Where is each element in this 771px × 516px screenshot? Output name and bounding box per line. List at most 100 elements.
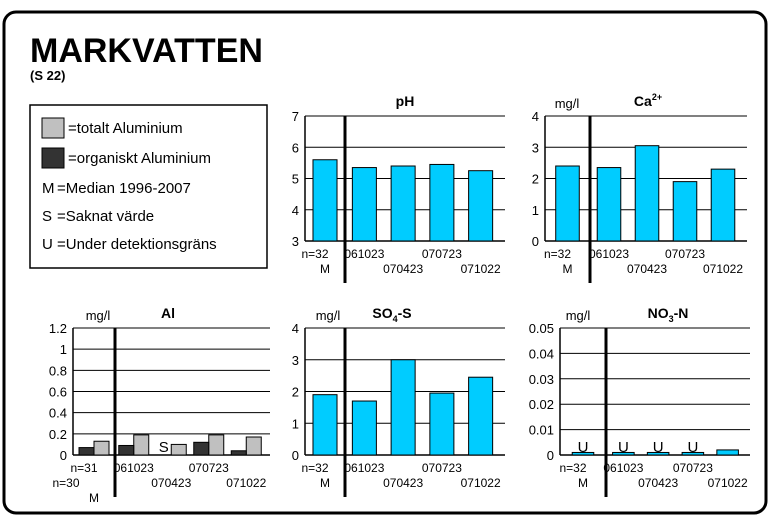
n-label: n=30 xyxy=(52,476,79,490)
y-tick-label: 0.6 xyxy=(49,385,67,400)
legend-key: S xyxy=(42,208,52,225)
title-text: NO xyxy=(648,305,669,321)
title-text: SO xyxy=(372,305,392,321)
x-tick-label: 070423 xyxy=(627,262,667,276)
y-tick-label: 0 xyxy=(60,448,67,463)
bar xyxy=(681,451,705,456)
title-text: Ca xyxy=(634,93,652,109)
title-text: -S xyxy=(398,305,412,321)
y-tick-label: 4 xyxy=(292,203,299,218)
bar xyxy=(710,168,736,242)
bar xyxy=(646,451,670,456)
y-tick-label: 0.8 xyxy=(49,363,67,378)
bar xyxy=(230,450,247,456)
bar xyxy=(245,436,262,456)
title-text: -N xyxy=(674,305,689,321)
bar xyxy=(429,392,455,456)
y-tick-label: 3 xyxy=(532,140,539,155)
title-sub: 4 xyxy=(393,314,398,324)
x-tick-label: 061023 xyxy=(603,461,643,475)
bar xyxy=(596,167,622,242)
x-tick-label: 070723 xyxy=(665,247,705,261)
flag-label: S xyxy=(159,439,169,456)
title-text: Al xyxy=(161,305,175,321)
bar xyxy=(468,376,494,456)
y-tick-label: 0 xyxy=(547,448,554,463)
legend-label: =Saknat värde xyxy=(57,208,154,225)
legend-swatch xyxy=(41,117,65,139)
y-tick-label: 4 xyxy=(532,109,539,124)
y-tick-label: 0.02 xyxy=(529,397,554,412)
flag-label: U xyxy=(618,439,629,456)
chart-title: pH xyxy=(396,93,415,109)
chart-title: SO4-S xyxy=(372,305,411,324)
legend-label: =organiskt Aluminium xyxy=(68,150,211,167)
legend-swatch xyxy=(41,147,65,169)
title-text: pH xyxy=(396,93,415,109)
x-tick-label: 071022 xyxy=(461,476,501,490)
n-label: n=31 xyxy=(70,461,97,475)
x-tick-label: 061023 xyxy=(344,461,384,475)
x-tick-label: 070723 xyxy=(673,461,713,475)
y-tick-label: 1 xyxy=(292,416,299,431)
bar xyxy=(672,181,698,242)
bar xyxy=(351,400,377,456)
page-subtitle: (S 22) xyxy=(30,68,65,83)
y-tick-label: 5 xyxy=(292,172,299,187)
title-sub: 3 xyxy=(669,314,674,324)
y-tick-label: 1 xyxy=(60,342,67,357)
bar xyxy=(390,165,416,242)
y-tick-label: 4 xyxy=(292,321,299,336)
x-tick-label: 061023 xyxy=(589,247,629,261)
y-tick-label: 7 xyxy=(292,109,299,124)
legend-key: M xyxy=(42,180,55,197)
unit-label: mg/l xyxy=(86,308,111,323)
bar xyxy=(118,444,135,456)
chart-title: Ca2+ xyxy=(634,92,662,109)
x-tick-label: 070723 xyxy=(422,247,462,261)
y-tick-label: 0.03 xyxy=(529,372,554,387)
y-tick-label: 3 xyxy=(292,353,299,368)
y-tick-label: 0.05 xyxy=(529,321,554,336)
legend-label: =totalt Aluminium xyxy=(68,120,183,137)
n-label: n=32 xyxy=(301,247,328,261)
page-title: MARKVATTEN xyxy=(30,32,263,70)
y-tick-label: 0.04 xyxy=(529,346,554,361)
bar xyxy=(312,159,338,242)
x-tick-label: 061023 xyxy=(114,461,154,475)
bar xyxy=(208,434,225,456)
legend-label: =Median 1996-2007 xyxy=(57,180,191,197)
flag-label: U xyxy=(578,439,589,456)
x-tick-label: 070423 xyxy=(383,476,423,490)
x-tick-label: 071022 xyxy=(461,262,501,276)
unit-label: mg/l xyxy=(316,308,341,323)
x-tick-label: 070723 xyxy=(189,461,229,475)
y-tick-label: 0 xyxy=(292,448,299,463)
x-tick-label: 070723 xyxy=(422,461,462,475)
legend-label: =Under detektionsgräns xyxy=(57,236,217,253)
legend-box xyxy=(29,104,268,269)
bar xyxy=(193,441,210,456)
n-label: n=32 xyxy=(559,461,586,475)
x-tick-label: 071022 xyxy=(703,262,743,276)
legend-key: U xyxy=(42,236,53,253)
bar xyxy=(133,434,150,456)
bar xyxy=(571,451,595,456)
bar xyxy=(312,394,338,456)
x-tick-label: M xyxy=(320,476,330,490)
y-tick-label: 6 xyxy=(292,140,299,155)
y-tick-label: 1.2 xyxy=(49,321,67,336)
flag-label: U xyxy=(653,439,664,456)
bar xyxy=(351,167,377,242)
bar xyxy=(93,440,110,456)
unit-label: mg/l xyxy=(566,308,591,323)
bar xyxy=(612,451,635,456)
y-tick-label: 0.2 xyxy=(49,427,67,442)
x-tick-label: 070423 xyxy=(638,476,678,490)
x-tick-label: M xyxy=(578,476,588,490)
n-label: n=32 xyxy=(544,247,571,261)
y-tick-label: 2 xyxy=(292,385,299,400)
y-tick-label: 1 xyxy=(532,203,539,218)
